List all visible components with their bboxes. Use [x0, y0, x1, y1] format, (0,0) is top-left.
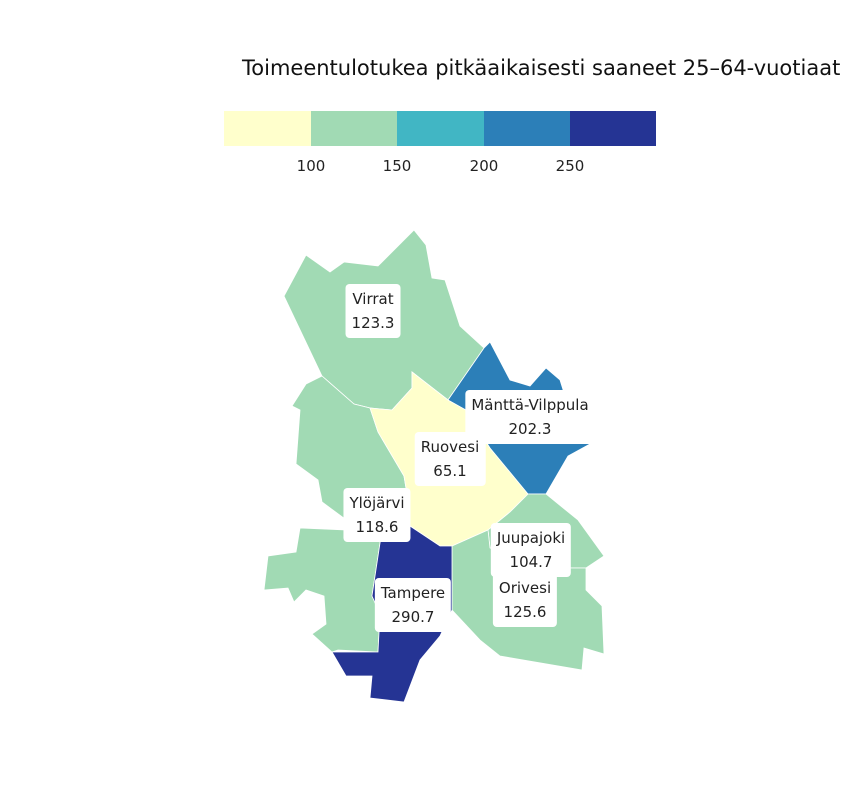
label-juupajoki: Juupajoki 104.7 [490, 523, 572, 577]
label-mantta-vilppula-value: 202.3 [508, 420, 552, 438]
legend-tick-200: 200 [470, 157, 499, 175]
label-ylojarvi-value: 118.6 [355, 518, 399, 536]
label-mantta-vilppula-name: Mänttä-Vilppula [471, 396, 589, 414]
label-orivesi: Orivesi 125.6 [492, 573, 558, 627]
label-virrat-value: 123.3 [351, 314, 395, 332]
legend-swatch-3 [397, 111, 484, 146]
label-ruovesi-value: 65.1 [433, 462, 467, 480]
label-ruovesi: Ruovesi 65.1 [414, 432, 486, 486]
label-juupajoki-value: 104.7 [509, 553, 553, 571]
label-virrat: Virrat 123.3 [345, 284, 401, 338]
legend-swatch-1 [224, 111, 311, 146]
label-virrat-name: Virrat [352, 290, 394, 308]
label-mantta-vilppula: Mänttä-Vilppula 202.3 [465, 390, 595, 444]
label-ruovesi-name: Ruovesi [420, 438, 480, 456]
legend-swatch-2 [311, 111, 397, 146]
map-title: Toimeentulotukea pitkäaikaisesti saaneet… [242, 56, 841, 80]
label-tampere-name: Tampere [380, 584, 446, 602]
label-orivesi-name: Orivesi [498, 579, 552, 597]
label-tampere: Tampere 290.7 [374, 578, 452, 632]
label-juupajoki-name: Juupajoki [496, 529, 566, 547]
legend-tick-150: 150 [383, 157, 412, 175]
label-ylojarvi: Ylöjärvi 118.6 [343, 488, 411, 542]
label-tampere-value: 290.7 [391, 608, 435, 626]
legend-tick-100: 100 [297, 157, 326, 175]
legend-swatch-4 [484, 111, 570, 146]
label-ylojarvi-name: Ylöjärvi [349, 494, 405, 512]
legend-swatch-5 [570, 111, 656, 146]
legend-tick-250: 250 [556, 157, 585, 175]
label-orivesi-value: 125.6 [503, 603, 547, 621]
